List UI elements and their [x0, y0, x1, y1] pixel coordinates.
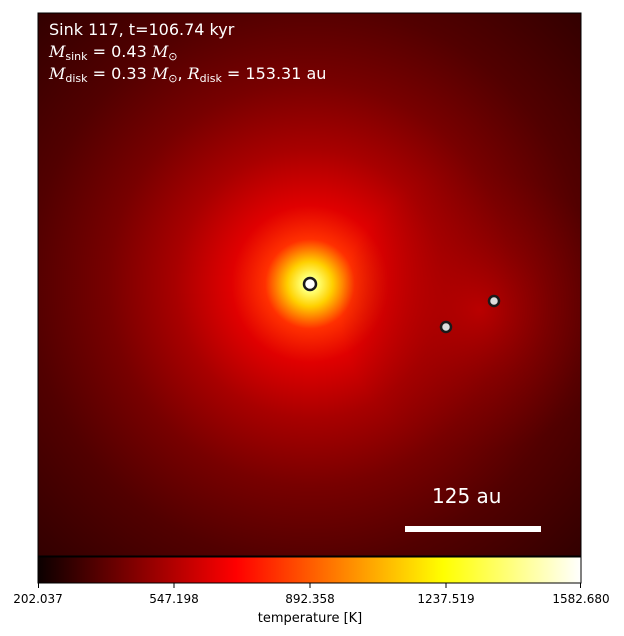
- sink-companion-2-marker: [487, 294, 501, 308]
- disk-properties-label: Mdisk = 0.33 M⊙, Rdisk = 153.31 au: [49, 64, 327, 85]
- map-frame: [37, 12, 582, 557]
- sink-mass-value: = 0.43: [92, 42, 147, 61]
- sink-primary-marker: [302, 276, 318, 292]
- scale-bar: [405, 526, 541, 532]
- sink-mass-subscript: sink: [65, 50, 88, 63]
- scale-bar-label: 125 au: [432, 484, 502, 508]
- disk-mass-value: = 0.33: [92, 64, 147, 83]
- colorbar: [37, 556, 582, 584]
- colorbar-tick-4: 1582.680: [552, 592, 610, 606]
- sink-mass-label: Msink = 0.43 M⊙: [49, 42, 177, 63]
- sink-mass-unit: M: [151, 42, 169, 61]
- solar-symbol: ⊙: [168, 50, 178, 63]
- colorbar-tick-0: 202.037: [13, 592, 63, 606]
- disk-mass-unit: M: [151, 64, 169, 83]
- disk-radius-subscript: disk: [199, 72, 222, 85]
- disk-radius-symbol: R: [187, 64, 200, 83]
- sink-mass-symbol: M: [49, 42, 66, 61]
- colorbar-tick-3: 1237.519: [417, 592, 475, 606]
- disk-mass-symbol: M: [49, 64, 66, 83]
- solar-symbol-2: ⊙: [168, 72, 178, 85]
- disk-mass-subscript: disk: [65, 72, 88, 85]
- colorbar-label: temperature [K]: [257, 611, 363, 626]
- disk-radius-value: = 153.31 au: [226, 64, 327, 83]
- colorbar-tick-1: 547.198: [149, 592, 199, 606]
- colorbar-ticks: [38, 583, 581, 588]
- colorbar-tick-2: 892.358: [285, 592, 335, 606]
- plot-title: Sink 117, t=106.74 kyr: [49, 20, 235, 39]
- sink-companion-1-marker: [439, 320, 453, 334]
